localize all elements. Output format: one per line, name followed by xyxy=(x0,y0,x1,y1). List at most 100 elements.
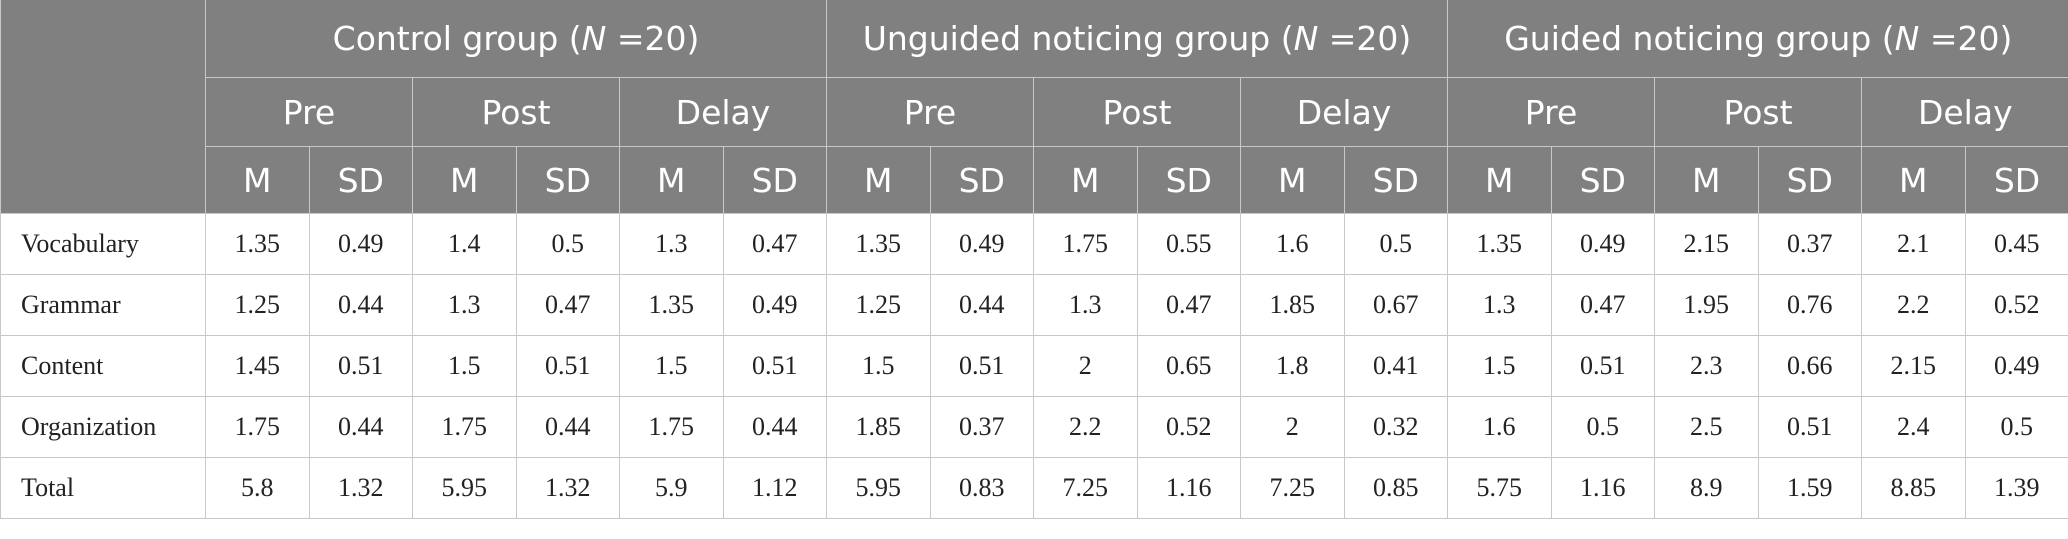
phase-header-row: Pre Post Delay Pre Post Delay Pre Post Delay xyxy=(1,77,2068,147)
value-cell: 0.49 xyxy=(1964,335,2068,397)
value-cell: 2.4 xyxy=(1861,396,1966,458)
value-cell: 1.3 xyxy=(1033,274,1138,336)
stat-header: M xyxy=(1447,146,1552,214)
value-cell: 2.2 xyxy=(1033,396,1138,458)
value-cell: 1.75 xyxy=(1033,213,1138,275)
value-cell: 1.16 xyxy=(1136,457,1241,519)
value-cell: 0.51 xyxy=(1550,335,1656,397)
value-cell: 0.47 xyxy=(1136,274,1241,336)
group-name: Guided noticing group ( xyxy=(1504,19,1895,58)
table-body: Vocabulary 1.35 0.49 1.4 0.5 1.3 0.47 1.35 0.49 1… xyxy=(0,213,2068,519)
table-head: Control group (N =20) Unguided noticing g… xyxy=(0,0,2068,214)
value-cell: 1.5 xyxy=(619,335,724,397)
value-cell: 2.1 xyxy=(1861,213,1966,275)
value-cell: 0.44 xyxy=(515,396,620,458)
group-n-symbol: N xyxy=(1894,19,1920,58)
value-cell: 1.59 xyxy=(1757,457,1863,519)
phase-header: Post xyxy=(1033,77,1241,147)
value-cell: 0.51 xyxy=(929,335,1034,397)
stat-header: M xyxy=(619,146,723,214)
row-label: Vocabulary xyxy=(0,213,206,275)
value-cell: 1.5 xyxy=(412,335,517,397)
value-cell: 5.75 xyxy=(1447,457,1552,519)
stat-header: M xyxy=(1861,146,1966,214)
value-cell: 1.6 xyxy=(1240,213,1345,275)
value-cell: 0.5 xyxy=(1343,213,1449,275)
stat-header: SD xyxy=(1964,146,2068,214)
stat-header: SD xyxy=(1757,146,1862,214)
value-cell: 0.52 xyxy=(1964,274,2068,336)
stat-header: SD xyxy=(929,146,1034,214)
value-cell: 7.25 xyxy=(1240,457,1345,519)
value-cell: 1.6 xyxy=(1447,396,1552,458)
stat-header: M xyxy=(1033,146,1137,214)
data-row: Grammar 1.25 0.44 1.3 0.47 1.35 0.49 1.25 0.44 1.… xyxy=(0,274,2068,336)
row-label: Grammar xyxy=(0,274,206,336)
phase-header: Delay xyxy=(619,77,827,147)
value-cell: 1.8 xyxy=(1240,335,1345,397)
row-label: Organization xyxy=(0,396,206,458)
stat-header-row: M SD M SD M SD M SD M SD M SD M SD M SD M SD xyxy=(1,146,2068,214)
value-cell: 1.39 xyxy=(1964,457,2068,519)
group-n-value: =20) xyxy=(1318,19,1412,58)
data-row: Vocabulary 1.35 0.49 1.4 0.5 1.3 0.47 1.35 0.49 1… xyxy=(0,213,2068,275)
stat-header: SD xyxy=(1550,146,1655,214)
value-cell: 0.44 xyxy=(929,274,1034,336)
phase-header: Post xyxy=(1654,77,1862,147)
value-cell: 0.52 xyxy=(1136,396,1241,458)
row-label: Total xyxy=(0,457,206,519)
value-cell: 0.65 xyxy=(1136,335,1241,397)
value-cell: 2.15 xyxy=(1861,335,1966,397)
value-cell: 0.41 xyxy=(1343,335,1449,397)
group-header: Control group (N =20) xyxy=(205,0,827,78)
value-cell: 5.95 xyxy=(826,457,931,519)
value-cell: 1.85 xyxy=(1240,274,1345,336)
value-cell: 2.5 xyxy=(1654,396,1759,458)
value-cell: 1.35 xyxy=(1447,213,1552,275)
group-header: Unguided noticing group (N =20) xyxy=(825,0,1448,78)
value-cell: 2 xyxy=(1033,335,1138,397)
group-name: Control group ( xyxy=(332,19,582,58)
value-cell: 1.3 xyxy=(412,274,517,336)
value-cell: 0.5 xyxy=(1550,396,1656,458)
value-cell: 2.2 xyxy=(1861,274,1966,336)
value-cell: 0.45 xyxy=(1964,213,2068,275)
value-cell: 0.5 xyxy=(1964,396,2068,458)
stat-header: M xyxy=(826,146,930,214)
stat-header: M xyxy=(205,146,309,214)
group-n-value: =20) xyxy=(1919,19,2013,58)
phase-header: Pre xyxy=(826,77,1034,147)
value-cell: 1.75 xyxy=(412,396,517,458)
value-cell: 1.25 xyxy=(826,274,931,336)
value-cell: 1.5 xyxy=(1447,335,1552,397)
value-cell: 0.49 xyxy=(929,213,1034,275)
value-cell: 0.49 xyxy=(722,274,827,336)
stat-header: SD xyxy=(722,146,827,214)
value-cell: 0.67 xyxy=(1343,274,1449,336)
value-cell: 1.35 xyxy=(619,274,724,336)
value-cell: 0.51 xyxy=(308,335,413,397)
value-cell: 1.95 xyxy=(1654,274,1759,336)
value-cell: 0.5 xyxy=(515,213,620,275)
value-cell: 1.12 xyxy=(722,457,827,519)
value-cell: 2.3 xyxy=(1654,335,1759,397)
value-cell: 0.37 xyxy=(1757,213,1863,275)
value-cell: 0.55 xyxy=(1136,213,1241,275)
value-cell: 1.45 xyxy=(205,335,310,397)
data-row: Total 5.8 1.32 5.95 1.32 5.9 1.12 5.95 0.83 7.25 1… xyxy=(0,457,2068,519)
value-cell: 0.44 xyxy=(308,274,413,336)
stat-header: SD xyxy=(308,146,413,214)
value-cell: 0.44 xyxy=(308,396,413,458)
phase-header: Pre xyxy=(205,77,413,147)
value-cell: 2.15 xyxy=(1654,213,1759,275)
value-cell: 0.37 xyxy=(929,396,1034,458)
value-cell: 0.47 xyxy=(1550,274,1656,336)
data-row: Organization 1.75 0.44 1.75 0.44 1.75 0.44 1.85… xyxy=(0,396,2068,458)
value-cell: 0.85 xyxy=(1343,457,1449,519)
value-cell: 8.85 xyxy=(1861,457,1966,519)
phase-header: Delay xyxy=(1239,77,1448,147)
value-cell: 0.49 xyxy=(308,213,413,275)
stat-header: SD xyxy=(515,146,620,214)
results-table: Control group (N =20) Unguided noticing g… xyxy=(0,0,2068,519)
